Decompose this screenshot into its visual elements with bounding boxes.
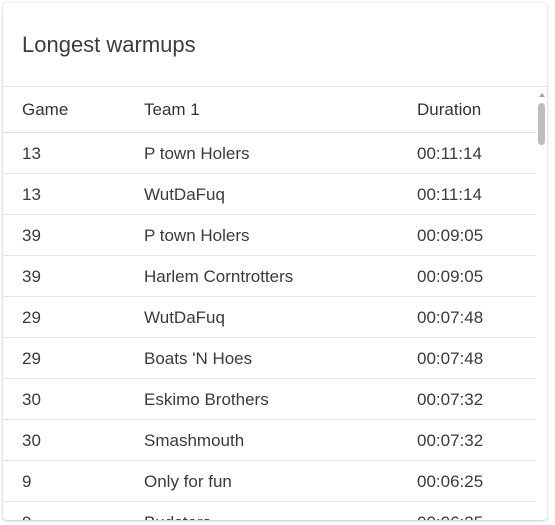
table-row: 39 Harlem Corntrotters 00:09:05: [3, 256, 536, 297]
table-row: 13 WutDaFuq 00:11:14: [3, 174, 536, 215]
table-row: 29 Boats 'N Hoes 00:07:48: [3, 338, 536, 379]
scroll-up-arrow-icon[interactable]: [539, 93, 545, 97]
cell-team: Eskimo Brothers: [144, 390, 269, 409]
table-body: 13 P town Holers 00:11:14 13 WutDaFuq 00…: [3, 133, 536, 520]
cell-game: 39: [22, 226, 41, 245]
cell-game: 13: [22, 185, 41, 204]
column-header-duration[interactable]: Duration: [417, 100, 482, 119]
table-row: 9 Budsters 00:06:25: [3, 502, 536, 520]
cell-team: Smashmouth: [144, 431, 245, 450]
cell-game: 13: [22, 144, 41, 163]
warmups-table: Game Team 1 Duration 13 P town Holers 00…: [3, 86, 547, 520]
cell-duration: 00:06:25: [417, 472, 484, 491]
table-row: 30 Eskimo Brothers 00:07:32: [3, 379, 536, 420]
cell-duration: 00:07:48: [417, 349, 484, 368]
cell-game: 29: [22, 349, 41, 368]
scrollbar-thumb[interactable]: [538, 103, 545, 145]
cell-team: P town Holers: [144, 144, 250, 163]
table-row: 13 P town Holers 00:11:14: [3, 133, 536, 174]
cell-team: Budsters: [144, 502, 211, 520]
longest-warmups-card: Longest warmups Game Team 1 Duration 13 …: [3, 3, 547, 520]
cell-duration: 00:07:48: [417, 308, 484, 327]
cell-game: 9: [22, 502, 31, 520]
cell-team: Harlem Corntrotters: [144, 267, 294, 286]
table-row: 29 WutDaFuq 00:07:48: [3, 297, 536, 338]
card-title: Longest warmups: [22, 32, 196, 57]
cell-duration: 00:07:32: [417, 431, 484, 450]
column-header-game[interactable]: Game: [22, 100, 69, 119]
cell-duration: 00:07:32: [417, 390, 484, 409]
table-scrollbar[interactable]: [536, 87, 547, 520]
cell-duration: 00:06:25: [417, 502, 483, 520]
cell-team: WutDaFuq: [144, 308, 225, 327]
cell-team: WutDaFuq: [144, 185, 225, 204]
cell-game: 9: [22, 472, 32, 491]
table-row: 9 Only for fun 00:06:25: [3, 461, 536, 502]
cell-duration: 00:11:14: [417, 144, 482, 163]
table-row: 30 Smashmouth 00:07:32: [3, 420, 536, 461]
cell-game: 30: [22, 390, 41, 409]
cell-team: Only for fun: [144, 472, 232, 491]
cell-game: 29: [22, 308, 41, 327]
table-row: 39 P town Holers 00:09:05: [3, 215, 536, 256]
cell-game: 30: [22, 431, 41, 450]
cell-duration: 00:09:05: [417, 226, 484, 245]
column-header-team[interactable]: Team 1: [144, 100, 200, 119]
cell-duration: 00:09:05: [417, 267, 484, 286]
cell-game: 39: [22, 267, 41, 286]
cell-team: Boats 'N Hoes: [144, 349, 253, 368]
cell-team: P town Holers: [144, 226, 250, 245]
cell-duration: 00:11:14: [417, 185, 482, 204]
table-header: Game Team 1 Duration: [3, 87, 536, 133]
